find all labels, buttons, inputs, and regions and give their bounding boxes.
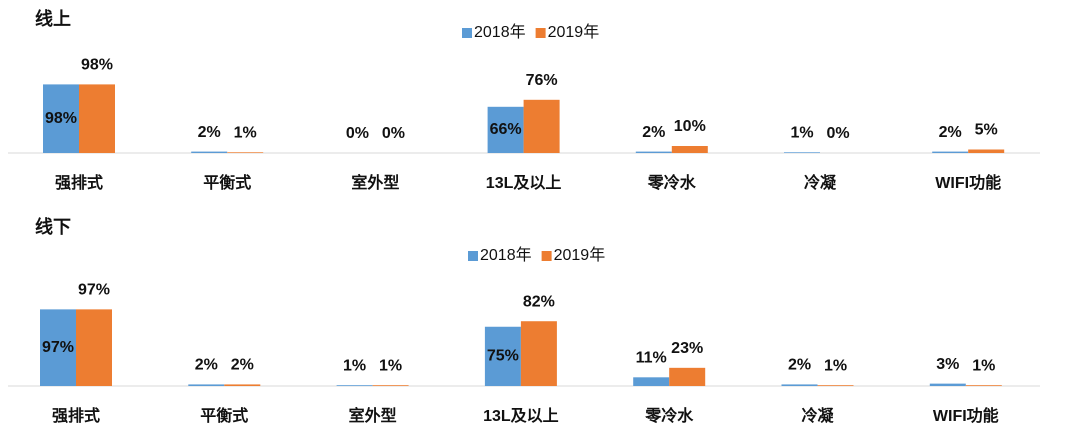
- bar: [484, 326, 521, 386]
- data-label: 97%: [42, 339, 74, 356]
- legend-label: 2018年: [474, 23, 526, 41]
- bar: [224, 384, 261, 386]
- data-label: 75%: [487, 348, 519, 365]
- bar: [188, 384, 225, 386]
- data-label: 0%: [382, 125, 405, 142]
- data-label: 3%: [936, 356, 959, 373]
- data-label: 98%: [81, 57, 113, 74]
- legend-swatch: [535, 28, 546, 38]
- data-label: 0%: [346, 125, 369, 142]
- data-label: 10%: [674, 118, 706, 135]
- data-label: 98%: [45, 110, 77, 127]
- x-tick-label: 13L及以上: [483, 407, 559, 425]
- x-tick-label: WIFI功能: [935, 173, 1001, 192]
- bar: [965, 385, 1002, 386]
- data-label: 2%: [231, 357, 254, 374]
- bar: [635, 151, 672, 153]
- bar: [372, 385, 409, 386]
- chart-title: 线下: [35, 216, 71, 237]
- data-label: 82%: [523, 293, 555, 310]
- x-tick-label: 13L及以上: [486, 174, 562, 192]
- x-tick-label: 室外型: [351, 173, 399, 192]
- x-tick-label: 冷凝: [804, 173, 837, 192]
- bar: [669, 367, 706, 386]
- bar: [79, 84, 115, 153]
- bar: [336, 385, 373, 386]
- data-label: 1%: [234, 125, 257, 142]
- bar: [932, 151, 969, 153]
- bar: [781, 384, 818, 386]
- bar: [671, 146, 708, 153]
- data-label: 1%: [379, 357, 402, 374]
- bar: [191, 151, 228, 153]
- bar: [929, 383, 966, 386]
- x-tick-label: 室外型: [349, 406, 397, 425]
- legend-label: 2019年: [548, 23, 600, 41]
- x-tick-label: 平衡式: [200, 406, 248, 425]
- legend-label: 2018年: [480, 246, 532, 264]
- bar: [76, 309, 112, 386]
- bar: [227, 152, 264, 153]
- x-tick-label: 冷凝: [801, 406, 834, 425]
- bar: [523, 99, 560, 153]
- data-label: 66%: [490, 121, 522, 138]
- bar: [43, 84, 79, 153]
- data-label: 1%: [343, 357, 366, 374]
- data-label: 2%: [788, 357, 811, 374]
- x-tick-label: 零冷水: [644, 406, 694, 425]
- data-label: 97%: [78, 282, 110, 299]
- legend-swatch: [462, 28, 472, 38]
- data-label: 2%: [939, 124, 962, 141]
- legend-swatch: [541, 251, 552, 261]
- data-label: 1%: [824, 357, 847, 374]
- x-tick-label: 强排式: [55, 173, 103, 192]
- bar: [784, 152, 820, 153]
- bar: [40, 309, 76, 386]
- data-label: 76%: [526, 72, 558, 89]
- bar: [968, 149, 1005, 153]
- legend-label: 2019年: [554, 246, 606, 264]
- bar: [817, 385, 854, 386]
- data-label: 1%: [790, 125, 813, 142]
- x-tick-label: 强排式: [52, 406, 100, 425]
- data-label: 23%: [671, 340, 703, 357]
- x-tick-label: WIFI功能: [933, 406, 999, 425]
- bar: [520, 321, 557, 386]
- data-label: 2%: [195, 357, 218, 374]
- bar: [633, 377, 670, 386]
- data-label: 1%: [972, 357, 995, 374]
- data-label: 2%: [642, 124, 665, 141]
- data-label: 5%: [975, 122, 998, 139]
- x-tick-label: 零冷水: [647, 173, 697, 192]
- data-label: 2%: [198, 124, 221, 141]
- data-label: 11%: [636, 350, 667, 367]
- x-tick-label: 平衡式: [203, 173, 251, 192]
- chart-title: 线上: [35, 8, 71, 29]
- bar: [487, 106, 524, 153]
- legend-swatch: [468, 251, 478, 261]
- data-label: 0%: [826, 125, 849, 142]
